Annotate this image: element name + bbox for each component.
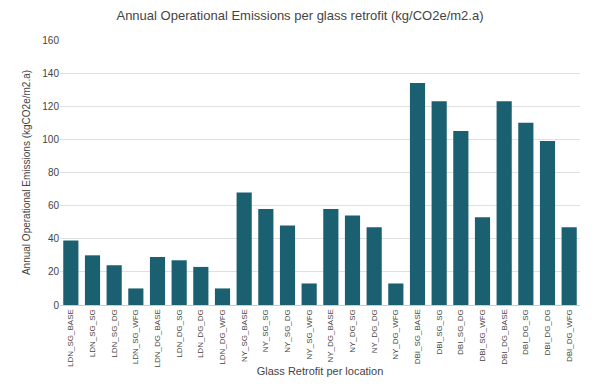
svg-text:NY_SG_SG: NY_SG_SG — [261, 309, 270, 352]
svg-text:LDN_DG_WFG: LDN_DG_WFG — [218, 309, 227, 365]
svg-text:DBI_SG_DG: DBI_SG_DG — [456, 309, 465, 355]
svg-text:NY_DG_DG: NY_DG_DG — [370, 309, 379, 353]
svg-text:DBI_DG_WFG: DBI_DG_WFG — [565, 309, 574, 362]
svg-text:LDN_SG_BASE: LDN_SG_BASE — [66, 309, 75, 367]
svg-text:20: 20 — [48, 266, 60, 277]
svg-text:DBI_DG_SG: DBI_DG_SG — [521, 309, 530, 355]
svg-text:LDN_DG_BASE: LDN_DG_BASE — [153, 309, 162, 367]
svg-text:LDN_SG_DG: LDN_SG_DG — [110, 309, 119, 357]
svg-text:Annual Operational Emissions p: Annual Operational Emissions per glass r… — [116, 8, 483, 23]
svg-text:NY_DG_SG: NY_DG_SG — [348, 309, 357, 353]
svg-text:NY_SG_BASE: NY_SG_BASE — [240, 309, 249, 362]
svg-text:120: 120 — [42, 101, 59, 112]
svg-text:DBI_SG_WFG: DBI_SG_WFG — [478, 309, 487, 361]
svg-text:0: 0 — [53, 300, 59, 311]
svg-text:DBI_DG_DG: DBI_DG_DG — [543, 309, 552, 355]
svg-text:LDN_SG_SG: LDN_SG_SG — [88, 309, 97, 357]
svg-text:140: 140 — [42, 68, 59, 79]
svg-text:NY_SG_DG: NY_SG_DG — [283, 309, 292, 353]
svg-text:60: 60 — [48, 200, 60, 211]
svg-text:LDN_DG_DG: LDN_DG_DG — [196, 309, 205, 358]
svg-text:DBI_SG_SG: DBI_SG_SG — [435, 309, 444, 354]
svg-text:LDN_DG_SG: LDN_DG_SG — [175, 309, 184, 357]
svg-text:40: 40 — [48, 233, 60, 244]
svg-text:NY_DG_BASE: NY_DG_BASE — [326, 309, 335, 362]
svg-text:NY_DG_WFG: NY_DG_WFG — [391, 309, 400, 360]
svg-text:100: 100 — [42, 134, 59, 145]
svg-text:Annual Operational Emissions (: Annual Operational Emissions (kgCO2e/m2.… — [21, 70, 32, 275]
svg-text:80: 80 — [48, 167, 60, 178]
svg-text:160: 160 — [42, 35, 59, 46]
svg-text:Glass Retrofit per location: Glass Retrofit per location — [257, 365, 384, 377]
svg-text:DBI_SG_BASE: DBI_SG_BASE — [413, 309, 422, 364]
svg-text:DBI_DG_BASE: DBI_DG_BASE — [500, 309, 509, 365]
svg-text:LDN_SG_WFG: LDN_SG_WFG — [131, 309, 140, 364]
svg-text:NY_SG_WFG: NY_SG_WFG — [305, 309, 314, 359]
